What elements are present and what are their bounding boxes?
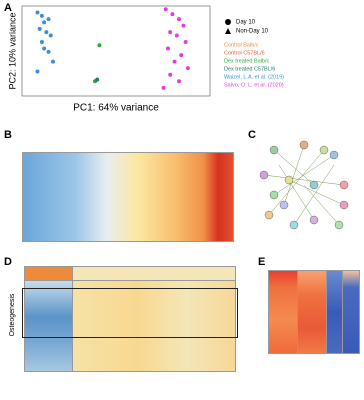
network-edges [263,144,345,226]
scatter-point [97,43,102,48]
scatter-point [168,72,173,77]
scatter-point [172,59,177,64]
scatter-point [46,17,51,22]
heatmap-e-col [297,270,328,354]
scatter-point [168,30,173,35]
scatter-point [179,53,184,58]
scatter-point [44,30,49,35]
panel-c: C [248,129,349,230]
shape-legend-triangle [225,28,231,34]
y-axis-label: PC2: 10% variance [7,12,17,89]
scatter-point [39,13,44,18]
heatmap-d-left [24,280,74,372]
legend-label: Control Balb/c [224,42,259,48]
scatter-point [161,85,166,90]
plot-frame [21,5,211,97]
scatter-point [39,40,44,44]
scatter-point [170,12,175,17]
heatmap-e-col [268,270,299,354]
scatter-point [35,69,40,74]
scatter-point [42,46,47,51]
shape-legend-label: Non-Day 10 [236,29,269,35]
scatter-point [177,79,182,84]
scatter-point [185,66,190,71]
scatter-point [42,20,47,25]
heatmap-b [22,152,234,242]
scatter-point [177,17,182,22]
pca-plot: A PC1: 64% variance PC2: 10% variance Da… [4,2,284,114]
panel-letter: C [248,129,256,141]
scatter-point [46,49,51,54]
scatter-point [37,26,42,31]
legend-label: Control C57BL/6 [224,50,265,56]
heatmap-e-col [342,270,360,354]
shape-legend-label: Day 10 [236,20,256,26]
scatter-point [165,46,170,51]
scatter-point [35,10,40,15]
panel-letter: D [4,256,12,268]
scatter-point [163,7,168,12]
legend-label: Dex treated Balb/c [224,58,269,64]
panel-letter: B [4,129,12,141]
shape-legend-circle [225,19,231,25]
panel-b: B [4,129,12,141]
legend-label: Dex treated C57BL/6 [224,66,275,72]
panel-e: E [258,256,265,268]
heatmap-d-right [72,280,236,372]
panel-letter: E [258,256,265,268]
x-axis-label: PC1: 64% variance [73,103,159,114]
legend-label: Waizel, L.A. et al. (2019) [224,74,284,80]
scatter-point [48,33,53,38]
highlight-box [22,288,238,338]
network-nodes [259,140,349,230]
legend-label: Salvo, O. L. et al. (2020) [224,82,284,88]
panel-letter: A [4,2,12,14]
scatter-point [183,40,188,44]
row-group-label: Osteogenesis [9,293,16,336]
scatter-point [174,33,179,38]
scatter-point [181,23,186,28]
panel-d: D Osteogenesis [4,256,16,337]
scatter-point [50,59,55,64]
scatter-point [95,77,100,82]
